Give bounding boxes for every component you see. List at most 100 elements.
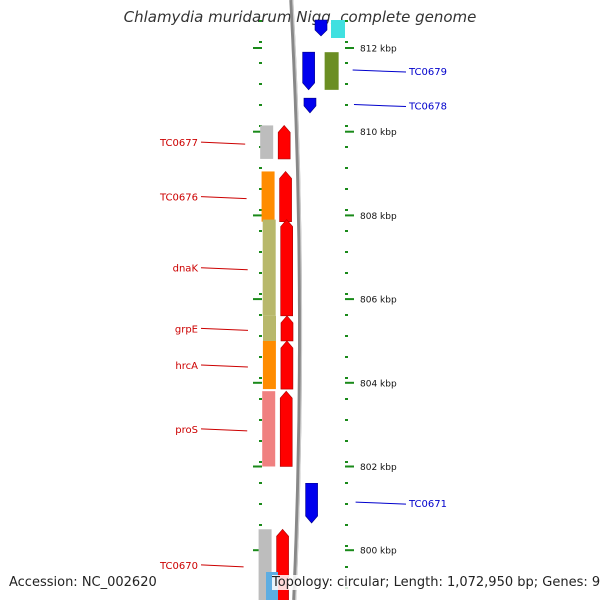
major-tick-left	[253, 47, 262, 49]
minor-tick-right	[345, 230, 348, 232]
gene-arrow-hrca[interactable]	[280, 340, 294, 390]
gene-leader-line	[200, 141, 246, 145]
cog-bar-hrca	[262, 340, 276, 390]
kbp-tick-label: 800 kbp	[360, 547, 397, 557]
major-tick-right	[345, 214, 354, 217]
gene-label-pros[interactable]: proS	[175, 425, 198, 436]
gene-arrow-tc0677[interactable]	[277, 124, 291, 160]
major-tick-left	[253, 214, 262, 217]
gene-leader-line	[200, 327, 249, 331]
minor-tick-left	[259, 461, 262, 463]
backbone	[289, 0, 303, 600]
gene-label-tc0670[interactable]: TC0670	[159, 561, 198, 572]
gene-leader-line	[200, 364, 248, 368]
minor-tick-right	[345, 566, 348, 568]
major-tick-right	[345, 549, 354, 552]
major-tick-left	[253, 381, 262, 384]
cog-bar-grpe	[262, 315, 276, 341]
minor-tick-left	[259, 62, 262, 64]
major-tick-left	[253, 298, 262, 301]
minor-tick-right	[345, 41, 348, 43]
major-tick-left	[253, 130, 262, 133]
kbp-tick-label: 806 kbp	[360, 296, 397, 306]
minor-tick-left	[259, 188, 262, 190]
cog-bar-tc0676	[261, 171, 275, 222]
gene-label-grpe[interactable]: grpE	[175, 324, 198, 335]
minor-tick-left	[259, 293, 262, 295]
minor-tick-right	[345, 356, 348, 358]
minor-tick-right	[345, 146, 348, 148]
minor-tick-left	[259, 167, 262, 169]
cog-bar-tc0679	[324, 52, 339, 90]
gene-arrow-dnak[interactable]	[280, 219, 293, 317]
major-tick-right	[345, 465, 354, 468]
gene-arrow-top-forward[interactable]	[314, 19, 328, 37]
minor-tick-left	[259, 272, 262, 274]
accession-label: Accession: NC_002620	[9, 575, 157, 590]
gene-labels[interactable]: TC0679 TC0678 TC0677 TC0676 dnaK grpE hrcA proS…	[159, 67, 447, 572]
minor-tick-right	[345, 377, 348, 379]
minor-tick-left	[259, 482, 262, 484]
gene-label-tc0679[interactable]: TC0679	[408, 67, 447, 78]
genome-title: Chlamydia muridarum Nigg, complete genom…	[123, 8, 477, 26]
gene-features[interactable]	[258, 19, 345, 600]
minor-tick-right	[345, 272, 348, 274]
gene-label-hrca[interactable]: hrcA	[175, 361, 198, 372]
minor-tick-left	[259, 356, 262, 358]
minor-tick-right	[345, 482, 348, 484]
major-tick-right	[345, 130, 354, 133]
kbp-tick-label: 802 kbp	[360, 463, 397, 473]
minor-tick-right	[345, 545, 348, 547]
backbone-line	[289, 0, 302, 600]
gene-leader-line	[200, 196, 247, 200]
cog-bar-tc0677	[260, 125, 274, 159]
gene-arrow-pros[interactable]	[279, 390, 293, 467]
minor-tick-left	[259, 377, 262, 379]
gene-arrow-tc0678[interactable]	[303, 97, 317, 114]
minor-tick-right	[345, 167, 348, 169]
gene-label-dnak[interactable]: dnaK	[173, 264, 199, 275]
kbp-tick-label: 812 kbp	[360, 45, 397, 55]
minor-tick-left	[259, 335, 262, 337]
gene-arrow-tc0676[interactable]	[279, 170, 292, 222]
gene-leader-line	[200, 428, 248, 432]
major-tick-right	[345, 47, 354, 49]
gene-leader-line	[200, 267, 248, 271]
major-tick-right	[345, 298, 354, 301]
minor-tick-left	[259, 230, 262, 232]
minor-tick-right	[345, 503, 348, 505]
topology-summary: Topology: circular; Length: 1,072,950 bp…	[272, 575, 600, 590]
minor-tick-right	[345, 335, 348, 337]
backbone-highlight	[292, 0, 303, 600]
minor-tick-right	[345, 440, 348, 442]
gene-leader-line	[355, 501, 407, 505]
minor-tick-left	[259, 440, 262, 442]
major-tick-right	[345, 381, 354, 384]
gene-arrow-tc0671[interactable]	[305, 482, 318, 524]
minor-tick-right	[345, 62, 348, 64]
kbp-tick-label: 804 kbp	[360, 379, 397, 389]
minor-tick-left	[259, 524, 262, 526]
major-tick-left	[253, 549, 262, 552]
minor-tick-right	[345, 83, 348, 85]
gene-label-tc0677[interactable]: TC0677	[159, 138, 198, 149]
gene-arrow-grpe[interactable]	[280, 315, 294, 342]
gene-label-tc0678[interactable]: TC0678	[408, 102, 447, 113]
major-tick-left	[253, 465, 262, 468]
kbp-tick-label: 810 kbp	[360, 128, 397, 138]
minor-tick-left	[259, 20, 262, 22]
cog-bar-dnak	[262, 219, 276, 316]
minor-tick-right	[345, 209, 348, 211]
gene-leader-line	[352, 69, 407, 73]
minor-tick-right	[345, 524, 348, 526]
gene-label-tc0671[interactable]: TC0671	[408, 499, 447, 510]
gene-label-tc0676[interactable]: TC0676	[159, 193, 198, 204]
minor-tick-right	[345, 251, 348, 253]
cog-bar-top-forward	[331, 20, 345, 38]
minor-tick-right	[345, 188, 348, 190]
gene-arrow-tc0679[interactable]	[302, 51, 315, 91]
minor-tick-left	[259, 503, 262, 505]
minor-tick-right	[345, 398, 348, 400]
minor-tick-right	[345, 461, 348, 463]
